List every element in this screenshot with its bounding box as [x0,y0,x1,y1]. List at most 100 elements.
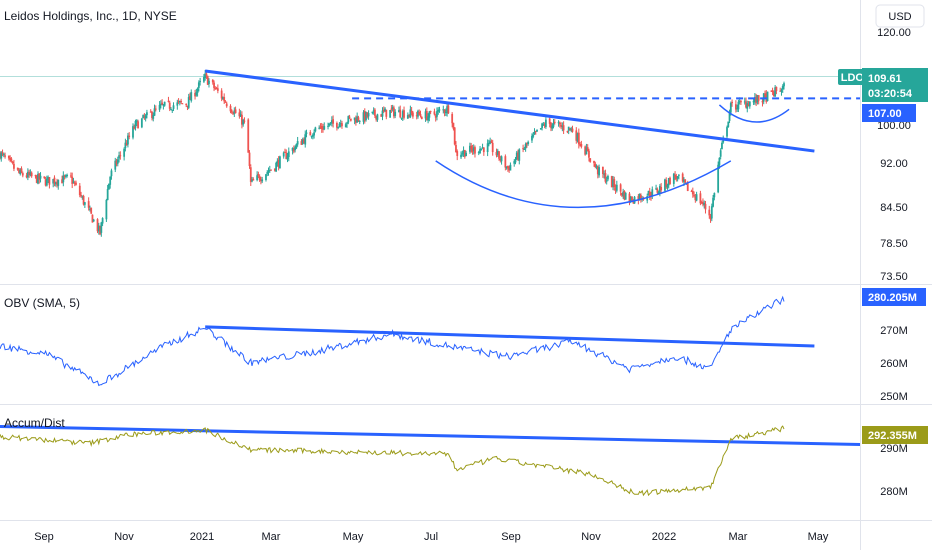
candle [533,128,536,135]
candle [489,137,492,145]
candle [771,87,774,96]
candle [515,150,518,160]
ad-axis[interactable]: 290M 292.355M 280M [862,426,928,498]
candle [419,110,422,118]
candle [109,175,112,189]
candle [13,159,15,172]
candle [444,108,447,117]
last-price-value: 109.61 [868,73,902,85]
candle [336,121,338,131]
candle [96,218,99,234]
candle [89,205,91,212]
candle [619,183,622,196]
candle [365,111,367,122]
candle [294,145,297,153]
price-trendline [204,69,815,153]
candle [78,183,81,198]
candle [20,166,23,174]
time-tick: May [343,531,364,543]
candle [9,155,12,163]
candle [266,170,269,177]
candle [505,166,508,170]
candle [576,132,579,143]
candle [390,105,393,114]
candle [258,174,261,182]
candle [83,201,86,208]
candle [748,101,751,109]
candle [357,115,360,123]
candle [428,110,431,122]
candle [186,105,189,111]
candle [481,143,484,149]
candle [713,192,716,201]
candle [736,104,739,112]
candle [318,125,321,130]
price-axis[interactable]: 120.00 100.00 92.00 84.50 78.50 73.50 [877,27,911,283]
candle [39,172,42,183]
candle [330,116,333,127]
handle-arc [718,104,790,123]
candle [712,194,714,208]
candle [605,176,608,185]
candle [234,106,237,114]
candle [719,148,722,160]
candle [612,175,614,191]
candle [197,80,200,92]
candle [45,175,48,187]
candle [63,174,66,180]
candle [569,127,571,131]
candle [472,144,475,155]
candle [577,128,580,149]
candle [348,114,351,120]
candle [655,184,657,191]
time-tick: Nov [581,531,601,543]
candle [338,122,341,128]
candle [666,183,669,190]
obv-axis[interactable]: 280.205M 270M 260M 250M [862,288,926,403]
candle [180,98,183,104]
candle [495,148,498,158]
candle [433,108,436,116]
candle [531,133,533,143]
candle [292,145,295,154]
ad-trendline [0,424,860,447]
currency-button[interactable]: USD [875,4,925,28]
candle [522,144,524,153]
candle [726,125,728,141]
candle [647,190,650,196]
time-tick: Jul [424,531,438,543]
candle [158,101,161,112]
candle [474,145,476,158]
candle [322,123,324,133]
candle [267,167,270,176]
candle [690,189,693,193]
candle [0,151,3,162]
candle [187,93,190,110]
time-axis[interactable]: Sep Nov 2021 Mar May Jul Sep Nov 2022 Ma… [34,531,829,543]
candle [447,103,450,115]
candle [374,108,376,119]
candle [72,177,75,184]
candle [90,207,93,215]
candle [601,166,604,178]
candle [764,90,766,98]
candle [539,128,542,130]
candle [704,200,707,214]
candle [303,137,305,144]
candle [268,165,271,173]
candle [260,176,262,185]
candle [177,98,180,104]
candle [341,120,343,129]
candle [220,88,223,102]
chart-title: Leidos Holdings, Inc., 1D, NYSE [4,9,177,23]
candle [400,117,403,120]
candle [586,144,589,152]
candle [215,86,218,90]
candle [53,175,56,187]
candle [756,94,759,105]
candle [296,136,299,147]
candle [64,174,67,179]
candle [105,198,108,222]
